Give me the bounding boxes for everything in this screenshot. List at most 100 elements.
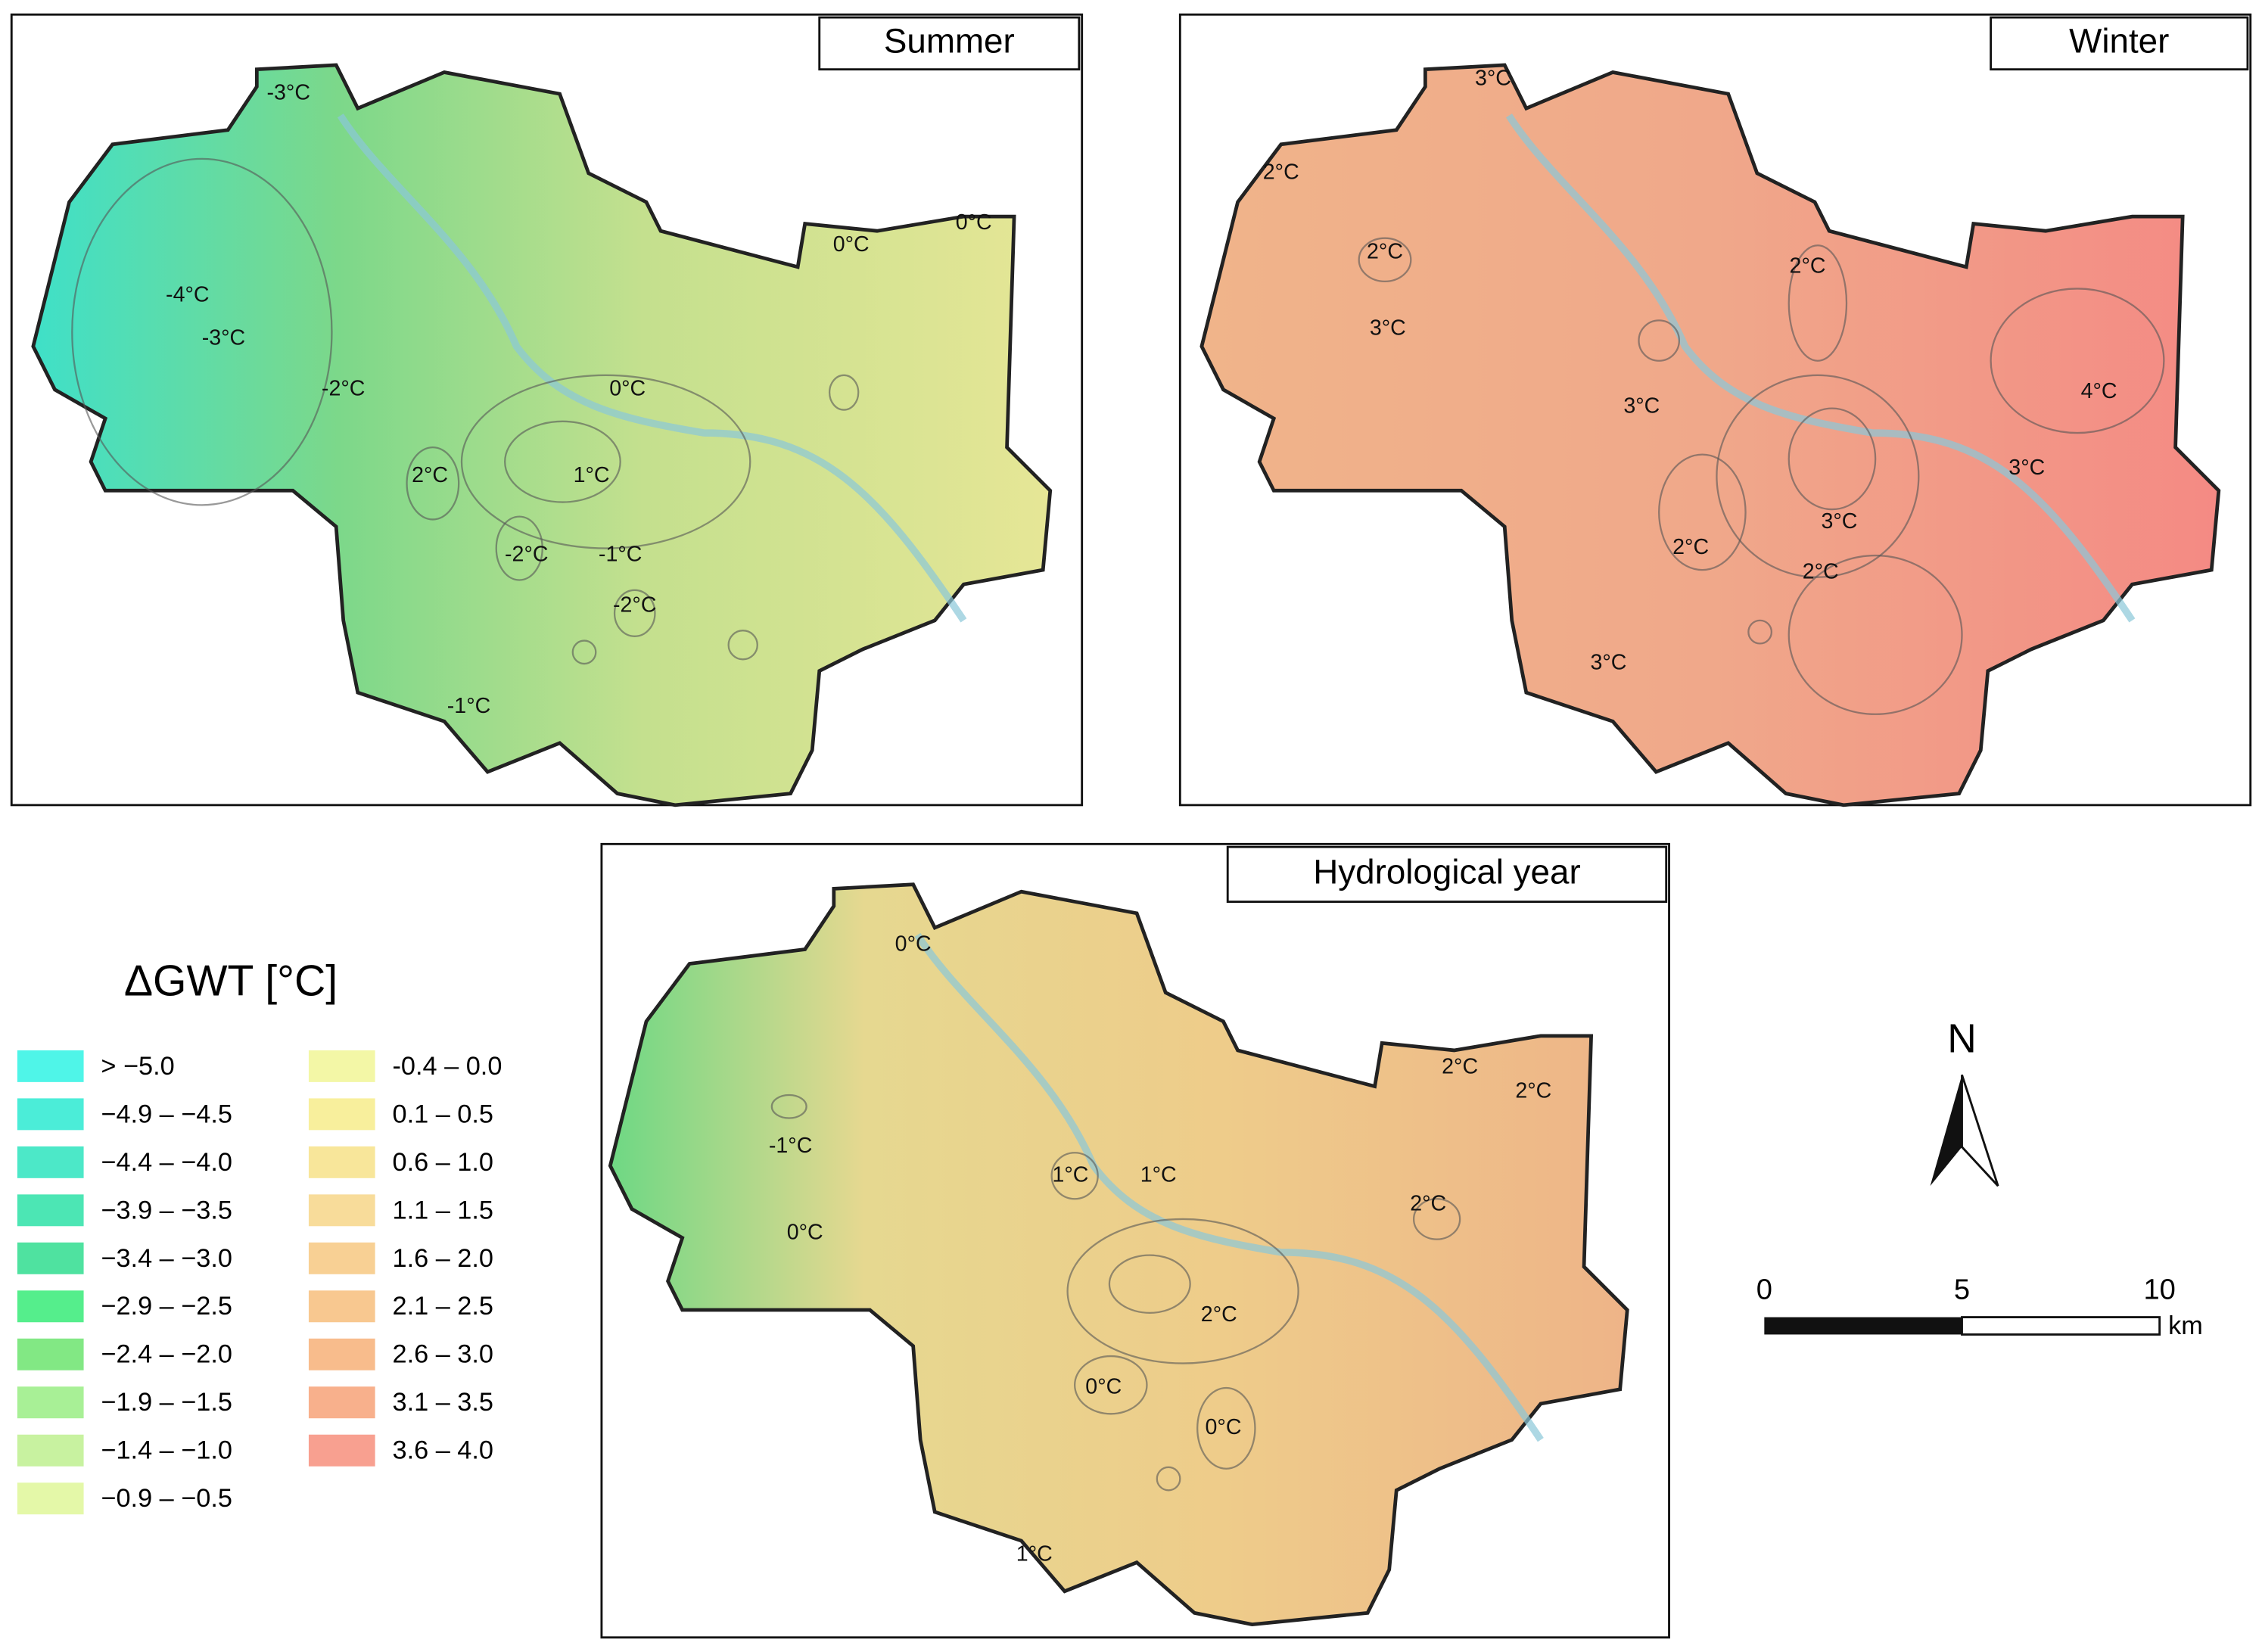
legend-label: 3.6 – 4.0 [393, 1436, 494, 1465]
city-area [31, 63, 1053, 807]
contour-line [460, 374, 751, 549]
legend-swatch [17, 1050, 84, 1082]
legend-label: −0.9 – −0.5 [101, 1484, 232, 1513]
river [1505, 114, 2136, 623]
legend-swatch [308, 1290, 375, 1323]
legend-swatch [308, 1194, 375, 1227]
contour-label: 2°C [1442, 1054, 1478, 1078]
scale-unit: km [2168, 1311, 2203, 1340]
legend-label: 1.6 – 2.0 [393, 1244, 494, 1273]
contour-label: -4°C [166, 282, 209, 306]
north-arrow-left [1930, 1075, 1962, 1187]
legend-swatch [17, 1146, 84, 1178]
contour-line [495, 515, 543, 581]
contour-label: 2°C [1790, 254, 1826, 278]
title-box [1990, 16, 2249, 71]
legend: ΔGWT [°C] > −5.0 −4.9 – −4.5 −4.4 – −4.0 −3… [17, 957, 502, 1515]
contour-label: 2°C [1803, 559, 1839, 583]
scale-bar: 0 5 10 km [1756, 1273, 2203, 1340]
legend-swatch [308, 1050, 375, 1082]
legend-swatch [17, 1098, 84, 1131]
legend-label: −3.4 – −3.0 [101, 1244, 232, 1273]
contour-line [1788, 407, 1877, 511]
contour-label: 0°C [1085, 1375, 1122, 1399]
contour-line [1788, 244, 1848, 362]
panel-title: Hydrological year [1313, 852, 1580, 891]
contour-label: 3°C [2008, 456, 2045, 480]
contour-label: 0°C [1206, 1415, 1242, 1439]
contour-label: 3°C [1590, 651, 1626, 675]
contour-label: 0°C [787, 1221, 823, 1245]
legend-label: −4.4 – −4.0 [101, 1148, 232, 1177]
scale-label: 0 [1756, 1273, 1772, 1305]
contour-label: -3°C [202, 326, 245, 350]
city-area [608, 882, 1629, 1627]
legend-title: ΔGWT [°C] [124, 957, 338, 1005]
legend-label: 0.1 – 0.5 [393, 1100, 494, 1128]
contour-label: 0°C [956, 210, 992, 235]
legend-swatch [308, 1386, 375, 1419]
contour-line [1074, 1355, 1148, 1415]
contour-label: -1°C [769, 1134, 812, 1158]
contour-line [828, 374, 860, 411]
contour-label: 1°C [574, 463, 610, 487]
title-box [818, 16, 1081, 71]
legend-swatch [17, 1242, 84, 1274]
contour-label: -2°C [322, 376, 365, 400]
legend-label: −2.4 – −2.0 [101, 1340, 232, 1369]
contour-line [1638, 319, 1681, 362]
contour-line [1716, 374, 1920, 578]
legend-label: −1.4 – −1.0 [101, 1436, 232, 1465]
contour-line [1658, 453, 1747, 571]
river [337, 114, 967, 623]
contour-label: 1°C [1016, 1542, 1053, 1566]
river [914, 932, 1544, 1442]
legend-label: 2.1 – 2.5 [393, 1292, 494, 1321]
contour-line [1747, 619, 1773, 645]
legend-swatch [308, 1098, 375, 1131]
contour-line [1156, 1466, 1181, 1492]
panel-title: Winter [2069, 21, 2169, 60]
map-panels: -3°C -4°C -3°C -2°C 0°C 1°C 2°C -2°C -1°C -2°C -1°… [10, 13, 2252, 1639]
legend-label: 3.1 – 3.5 [393, 1388, 494, 1417]
north-arrow: N [1930, 1017, 1999, 1187]
contour-line [727, 630, 758, 661]
legend-label: −2.9 – −2.5 [101, 1292, 232, 1321]
contour-line [71, 157, 333, 506]
contour-label: 1°C [1140, 1162, 1177, 1187]
legend-swatch [17, 1386, 84, 1419]
contour-label: -3°C [267, 81, 310, 105]
contour-label: 3°C [1623, 394, 1660, 418]
legend-swatch [17, 1434, 84, 1467]
contour-label: 2°C [1367, 239, 1403, 263]
legend-swatch [17, 1290, 84, 1323]
contour-label: 3°C [1475, 67, 1511, 91]
contour-line [1108, 1254, 1191, 1314]
contour-line [1358, 237, 1412, 283]
contour-line [1412, 1198, 1461, 1240]
contour-label: 2°C [1263, 160, 1299, 184]
legend-swatch [308, 1338, 375, 1370]
contour-label: 2°C [412, 463, 448, 487]
scale-segment [1961, 1316, 2161, 1336]
contour-line [571, 639, 597, 665]
contour-line [1990, 288, 2165, 434]
scale-label: 10 [2143, 1273, 2175, 1305]
scale-segment [1764, 1317, 1962, 1335]
contour-line [406, 446, 460, 521]
legend-swatch [17, 1482, 84, 1515]
map-panel: 0°C -1°C 0°C 1°C 1°C 2°C 2°C 2°C 2°C 0°C 0°C 1°C Hyd… [600, 842, 1670, 1639]
contour-label: 4°C [2081, 379, 2117, 403]
contour-label: 3°C [1370, 316, 1406, 340]
legend-swatch [308, 1434, 375, 1467]
north-label: N [1947, 1017, 1977, 1062]
city-area [1199, 63, 2221, 807]
legend-swatch [308, 1146, 375, 1178]
contour-label: 3°C [1821, 509, 1857, 534]
legend-label: 1.1 – 1.5 [393, 1196, 494, 1224]
legend-swatch [17, 1338, 84, 1370]
contour-label: -1°C [599, 543, 642, 567]
contour-label: 0°C [609, 376, 646, 400]
contour-line [504, 420, 621, 503]
scale-label: 5 [1954, 1273, 1970, 1305]
